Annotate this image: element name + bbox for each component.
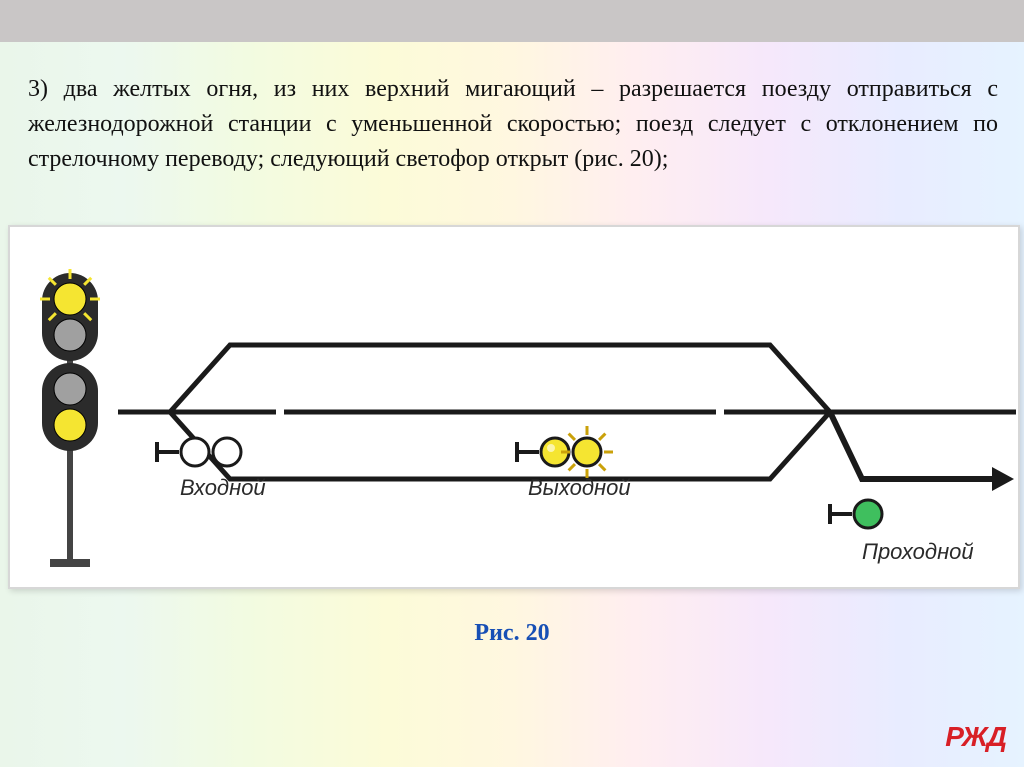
- track-siding-bottom: [170, 412, 830, 479]
- signal-mast-base: [50, 559, 90, 567]
- flash-ray: [599, 464, 605, 470]
- diagram-container: Входной Выходной Проходной: [8, 225, 1020, 589]
- dwarf-signal-entry: Входной: [157, 438, 266, 500]
- figure-caption: Рис. 20: [0, 620, 1024, 647]
- diagram-svg: Входной Выходной Проходной: [10, 227, 1018, 587]
- dwarf-signal-exit: Выходной: [517, 426, 631, 500]
- page: 3) два желтых огня, из них верхний мигаю…: [0, 0, 1024, 767]
- dwarf-pass-lamp-0: [854, 500, 882, 528]
- dwarf-pass-label: Проходной: [862, 539, 974, 564]
- signal-head-1-lamp-0: [54, 373, 86, 405]
- description-paragraph: 3) два желтых огня, из них верхний мигаю…: [28, 72, 998, 176]
- flash-ray: [599, 434, 605, 440]
- dwarf-signal-pass: Проходной: [830, 500, 974, 564]
- top-bar: [0, 0, 1024, 42]
- track-siding-top: [170, 345, 830, 412]
- signal-head-0-lamp-0: [54, 283, 86, 315]
- route-arrow-path: [830, 412, 996, 479]
- signal-head-0-lamp-1: [54, 319, 86, 351]
- route-arrow-head: [992, 467, 1014, 491]
- dwarf-entry-lamp-1: [213, 438, 241, 466]
- signal-head-1-lamp-1: [54, 409, 86, 441]
- dwarf-entry-label: Входной: [180, 475, 266, 500]
- rzd-logo: РЖД: [945, 721, 1006, 753]
- flash-ray: [569, 464, 575, 470]
- dwarf-exit-label: Выходной: [528, 475, 631, 500]
- flash-ray: [569, 434, 575, 440]
- dwarf-exit-lamp-1: [573, 438, 601, 466]
- dwarf-entry-lamp-0: [181, 438, 209, 466]
